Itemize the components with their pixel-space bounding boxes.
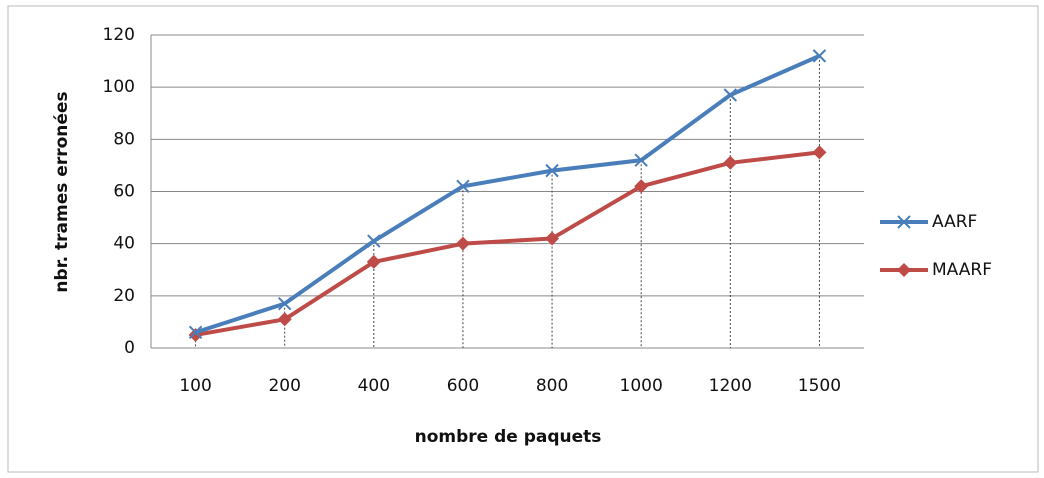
point — [897, 215, 911, 229]
x-tick-label: 800 — [536, 376, 568, 396]
x-tick-label: 400 — [358, 376, 390, 396]
x-tick-label: 600 — [447, 376, 479, 396]
legend-label: AARF — [932, 212, 977, 232]
x-tick-label: 100 — [179, 376, 211, 396]
x-tick-label: 1000 — [620, 376, 663, 396]
y-tick-label: 100 — [103, 77, 135, 97]
y-axis-label: nbr. trames erronées — [52, 91, 72, 292]
point — [456, 179, 470, 193]
point — [188, 325, 203, 340]
y-tick-label: 60 — [113, 182, 135, 202]
point — [634, 179, 649, 194]
point — [545, 231, 560, 246]
legend-label: MAARF — [932, 260, 992, 280]
point — [455, 236, 470, 251]
point — [277, 296, 292, 311]
y-tick-label: 20 — [113, 286, 135, 306]
y-tick-label: 80 — [113, 129, 135, 149]
point — [277, 312, 292, 327]
point — [366, 254, 381, 269]
x-axis-label: nombre de paquets — [415, 427, 602, 447]
series-line — [195, 150, 820, 337]
x-tick-label: 1500 — [798, 376, 841, 396]
point — [723, 155, 738, 170]
point — [723, 88, 738, 102]
x-tick-label: 1200 — [709, 376, 752, 396]
point — [812, 145, 827, 160]
point — [545, 163, 559, 178]
x-tick-label: 200 — [268, 376, 300, 396]
point — [897, 263, 911, 277]
y-tick-label: 0 — [124, 338, 135, 358]
y-tick-label: 120 — [103, 25, 135, 45]
series-line — [194, 54, 821, 335]
y-tick-label: 40 — [113, 234, 135, 254]
point — [812, 49, 827, 63]
point — [634, 153, 648, 167]
point — [367, 234, 381, 248]
